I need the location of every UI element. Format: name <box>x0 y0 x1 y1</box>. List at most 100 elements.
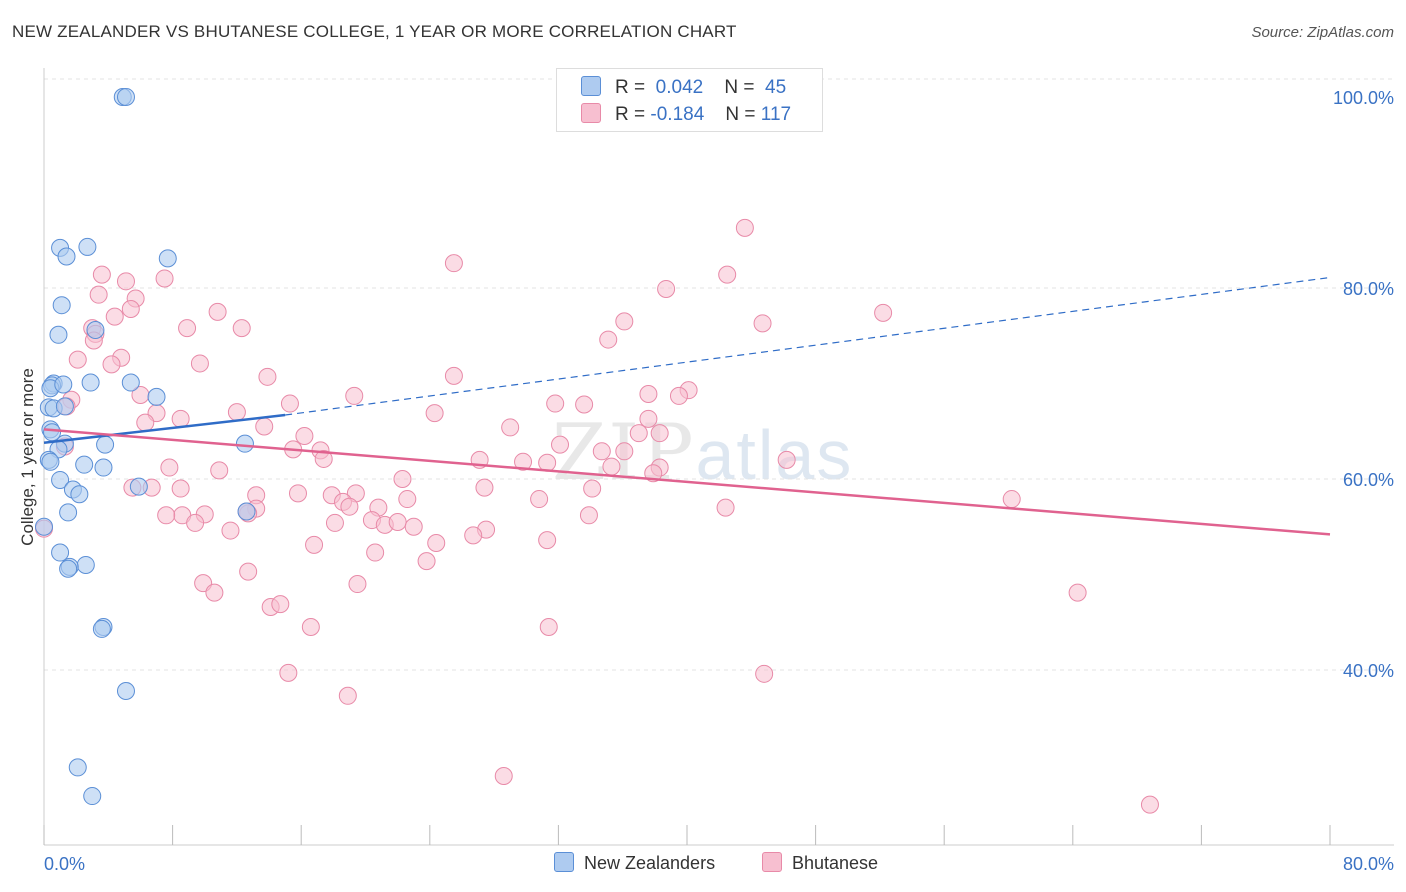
bhutanese-point <box>205 583 224 602</box>
bhutanese-point <box>92 265 111 284</box>
bhutanese-point <box>232 319 251 338</box>
new-zealander-point <box>78 237 97 256</box>
legend-n-value: 45 <box>765 77 787 98</box>
bhutanese-point <box>639 385 658 404</box>
bhutanese-point <box>753 314 772 333</box>
new-zealander-trend-dashed <box>285 276 1331 416</box>
bhutanese-point <box>494 767 513 786</box>
bhutanese-point <box>121 300 140 319</box>
legend-row-bhutanese: R = -0.184 N = 117 <box>581 103 791 127</box>
bottom-legend-bhutanese: Bhutanese <box>762 852 878 874</box>
bhutanese-point <box>583 479 602 498</box>
y-tick-label: 80.0% <box>1343 279 1394 299</box>
y-tick-label: 40.0% <box>1343 661 1394 681</box>
bhutanese-point <box>546 394 565 413</box>
new-zealander-point <box>51 470 70 489</box>
new-zealander-point <box>92 619 111 638</box>
bhutanese-point <box>615 442 634 461</box>
bhutanese-point <box>539 618 558 637</box>
bhutanese-point <box>136 413 155 432</box>
bhutanese-point <box>157 506 176 525</box>
bottom-legend-swatch-pink <box>762 852 782 872</box>
bottom-legend-label: New Zealanders <box>584 853 716 873</box>
bhutanese-point <box>190 354 209 373</box>
bhutanese-point <box>1002 490 1021 509</box>
bhutanese-point <box>288 484 307 503</box>
bhutanese-point <box>629 424 648 443</box>
bhutanese-point <box>874 303 893 322</box>
bhutanese-point <box>210 461 229 480</box>
bhutanese-point <box>464 526 483 545</box>
bhutanese-point <box>305 535 324 554</box>
bhutanese-point <box>755 664 774 683</box>
bhutanese-point <box>657 279 676 298</box>
new-zealander-point <box>41 452 60 471</box>
new-zealander-point <box>237 502 256 521</box>
bhutanese-point <box>1068 583 1087 602</box>
bhutanese-point <box>1140 795 1159 814</box>
bhutanese-point <box>155 269 174 288</box>
new-zealander-point <box>158 249 177 268</box>
bhutanese-point <box>102 355 121 374</box>
legend-row-new-zealanders: R = 0.042 N = 45 <box>581 76 786 100</box>
bhutanese-point <box>348 575 367 594</box>
bhutanese-point <box>171 479 190 498</box>
y-tick-label: 60.0% <box>1343 470 1394 490</box>
bhutanese-point <box>325 513 344 532</box>
bhutanese-point <box>388 512 407 531</box>
new-zealander-point <box>59 559 78 578</box>
source-label: Source: ZipAtlas.com <box>1251 24 1394 41</box>
bhutanese-point <box>314 449 333 468</box>
bhutanese-point <box>777 450 796 469</box>
new-zealander-point <box>57 247 76 266</box>
new-zealander-point <box>86 321 105 340</box>
bottom-legend-label: Bhutanese <box>792 853 879 873</box>
bhutanese-point <box>366 543 385 562</box>
new-zealander-point <box>75 455 94 474</box>
bhutanese-point <box>186 513 205 532</box>
bhutanese-point <box>514 452 533 471</box>
new-zealander-point <box>116 88 135 106</box>
bhutanese-point <box>444 254 463 273</box>
bhutanese-point <box>208 302 227 321</box>
legend-n-value: 117 <box>760 104 792 125</box>
bhutanese-point <box>735 218 754 237</box>
new-zealander-point <box>54 375 73 394</box>
new-zealander-point <box>70 485 89 504</box>
bhutanese-point <box>105 307 124 326</box>
bhutanese-point <box>271 595 290 614</box>
new-zealander-point <box>235 434 254 453</box>
new-zealander-point <box>35 517 53 536</box>
bhutanese-point <box>639 409 658 428</box>
bhutanese-point <box>475 478 494 497</box>
legend-n-label: N = <box>724 77 755 98</box>
watermark: ZIPatlas <box>552 408 853 498</box>
legend-r-value: 0.042 <box>655 77 704 98</box>
bhutanese-point <box>650 424 669 443</box>
bhutanese-point <box>255 417 274 436</box>
watermark-atlas: atlas <box>695 416 854 494</box>
legend-r-label: R = <box>615 77 646 98</box>
bhutanese-point <box>417 552 436 571</box>
new-zealander-point <box>83 787 102 806</box>
bhutanese-point <box>116 272 135 291</box>
bhutanese-point <box>602 457 621 476</box>
legend-swatch-pink <box>581 103 601 123</box>
y-axis-title: College, 1 year or more <box>18 368 37 546</box>
bhutanese-point <box>599 330 618 349</box>
x-tick-label: 0.0% <box>44 854 85 874</box>
y-tick-label: 100.0% <box>1333 88 1394 108</box>
bhutanese-point <box>89 285 108 304</box>
new-zealander-point <box>121 373 140 392</box>
bhutanese-point <box>160 458 179 477</box>
bhutanese-point <box>530 490 549 509</box>
stats-legend: R = 0.042 N = 45 R = -0.184 N = 117 <box>556 68 823 132</box>
chart-title: NEW ZEALANDER VS BHUTANESE COLLEGE, 1 YE… <box>12 22 737 41</box>
new-zealander-point <box>76 555 95 574</box>
bhutanese-point <box>669 386 688 405</box>
bhutanese-point <box>295 427 314 446</box>
bhutanese-point <box>575 395 594 414</box>
bottom-legend-swatch-blue <box>554 852 574 872</box>
bhutanese-point <box>538 531 557 550</box>
